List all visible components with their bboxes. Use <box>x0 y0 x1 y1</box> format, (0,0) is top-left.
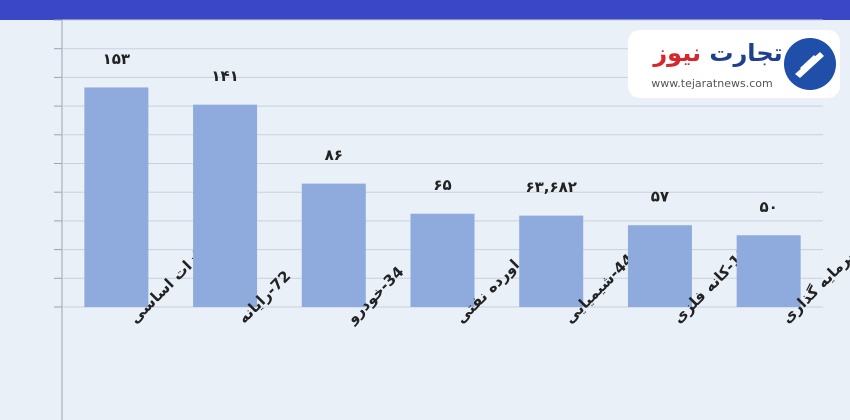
bar <box>736 235 801 307</box>
value-label: ۱۵۳ <box>103 50 130 68</box>
value-label: ۵۷ <box>651 188 669 206</box>
logo-url: www.tejaratnews.com <box>651 77 772 90</box>
value-label: ۱۴۱ <box>211 67 238 85</box>
logo: تجارت نیوز www.tejaratnews.com <box>628 30 840 98</box>
logo-name-2: نیوز <box>652 39 701 67</box>
bar <box>84 87 149 307</box>
bar <box>410 213 475 307</box>
bar <box>627 225 692 307</box>
value-label: ۸۶ <box>325 146 343 164</box>
logo-name-1: تجارت <box>709 39 782 67</box>
logo-icon <box>795 52 824 78</box>
logo-box <box>628 30 840 98</box>
logo-name: تجارت نیوز <box>652 39 782 67</box>
top-band <box>0 0 850 20</box>
bar <box>519 215 584 307</box>
value-label: ۶۳,۶۸۲ <box>525 178 576 196</box>
value-label: ۶۵ <box>433 176 451 194</box>
value-label: ۵۰ <box>759 198 777 216</box>
bar <box>301 183 366 307</box>
bar <box>193 104 258 307</box>
